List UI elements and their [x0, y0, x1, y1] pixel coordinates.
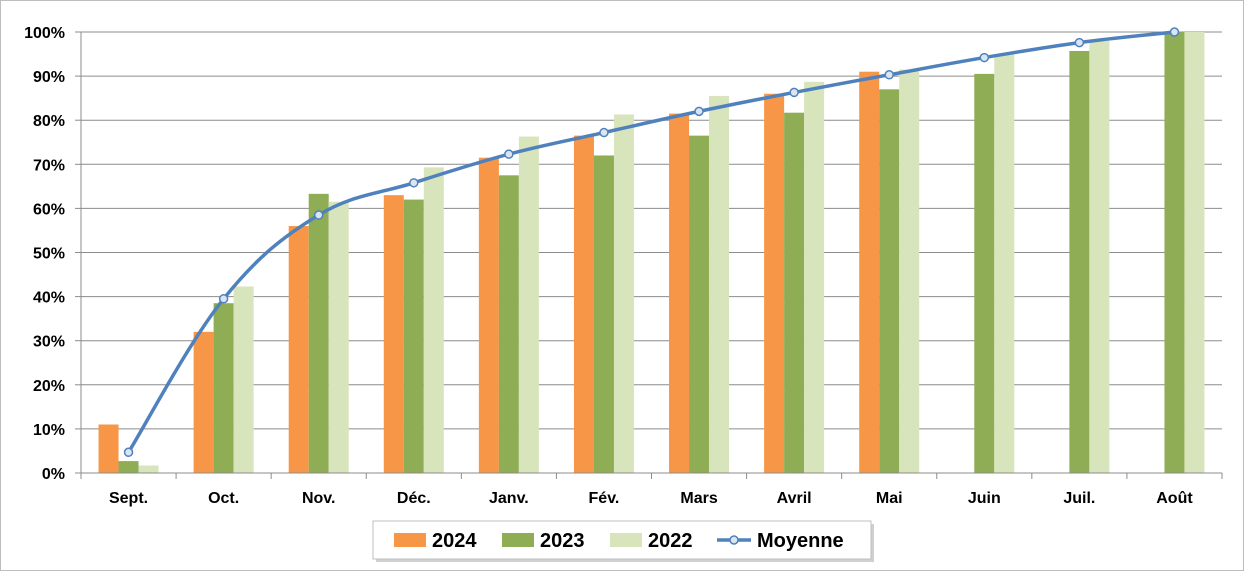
- bar-2024: [573, 135, 594, 473]
- x-tick-label: Sept.: [109, 490, 148, 507]
- bar-2024: [478, 157, 499, 473]
- average-point: [313, 210, 324, 220]
- y-tick-label: 20%: [33, 378, 65, 395]
- y-tick-label: 40%: [33, 290, 65, 307]
- bars: [98, 32, 1205, 474]
- x-tick-label: Déc.: [397, 490, 431, 507]
- bar-2024: [764, 93, 785, 474]
- bar-2023: [689, 135, 710, 473]
- x-tick-label: Oct.: [208, 490, 239, 507]
- average-point: [218, 294, 229, 304]
- average-point: [884, 70, 894, 80]
- axes: 0% 10% 20% 30% 40% 50% 60% 70% 80% 90% 100% Sept. Oc…: [24, 25, 1223, 507]
- gridlines: [81, 31, 1222, 430]
- legend-line-marker: [729, 535, 739, 545]
- bar-2023: [498, 175, 519, 473]
- bar-2023: [1164, 32, 1185, 473]
- average-point: [979, 52, 990, 63]
- bar-2024: [193, 331, 214, 473]
- legend-swatch-2024: [394, 533, 426, 547]
- bar-2023: [879, 89, 900, 473]
- legend: 2024 2023 2022 Moyenne: [372, 520, 874, 562]
- bar-2023: [593, 155, 614, 474]
- bar-2022: [233, 286, 254, 473]
- y-tick-label: 80%: [33, 113, 65, 130]
- x-tick-label: Août: [1156, 490, 1193, 507]
- bar-2023: [1069, 50, 1090, 473]
- x-tick-label: Mars: [680, 490, 717, 507]
- bar-2024: [383, 195, 404, 474]
- x-tick-label: Janv.: [489, 490, 529, 507]
- average-line: [123, 27, 1180, 458]
- x-tick-label: Fév.: [589, 490, 620, 507]
- bar-2022: [613, 114, 634, 473]
- bar-2024: [98, 424, 119, 473]
- bar-2023: [974, 73, 995, 474]
- bar-2023: [118, 461, 139, 473]
- y-tick-label: 90%: [33, 69, 65, 86]
- average-point: [694, 106, 704, 117]
- bar-2022: [138, 465, 159, 473]
- bar-2024: [669, 113, 690, 474]
- bar-2022: [328, 201, 349, 473]
- y-tick-label: 30%: [33, 334, 65, 351]
- x-tick-label: Juin: [968, 490, 1001, 507]
- bar-2022: [804, 81, 825, 473]
- bar-2023: [403, 199, 424, 473]
- bar-2022: [1089, 40, 1110, 473]
- y-tick-label: 10%: [33, 422, 65, 439]
- y-tick-label: 100%: [24, 25, 65, 42]
- y-tick-label: 50%: [33, 246, 65, 263]
- average-point: [599, 127, 609, 138]
- average-point: [1169, 27, 1180, 37]
- average-line-path: [127, 30, 1175, 454]
- x-tick-label: Avril: [777, 490, 812, 507]
- average-point: [504, 149, 514, 159]
- bar-2022: [518, 136, 539, 473]
- legend-swatch-2023: [502, 533, 534, 547]
- average-point: [1074, 37, 1085, 48]
- x-tick-label: Nov.: [302, 490, 335, 507]
- bar-2022: [994, 54, 1015, 474]
- bar-2023: [308, 193, 329, 474]
- x-tick-label: Juil.: [1063, 490, 1095, 507]
- legend-label-2023: 2023: [540, 530, 585, 552]
- average-point: [123, 447, 134, 458]
- bar-2022: [709, 95, 730, 473]
- y-tick-label: 70%: [33, 157, 65, 174]
- legend-swatch-2022: [610, 533, 642, 547]
- legend-label-Moyenne: Moyenne: [757, 530, 844, 552]
- bar-2024: [288, 226, 309, 473]
- bar-2022: [1184, 32, 1205, 473]
- legend-label-2022: 2022: [648, 530, 693, 552]
- bar-2022: [423, 167, 444, 473]
- average-point: [409, 178, 419, 188]
- y-tick-label: 0%: [42, 466, 65, 483]
- legend-label-2024: 2024: [432, 530, 477, 552]
- bar-2023: [784, 112, 805, 473]
- bar-2023: [213, 303, 234, 473]
- x-tick-label: Mai: [876, 490, 903, 507]
- average-point: [789, 87, 799, 98]
- bar-2022: [899, 69, 920, 474]
- bar-2024: [859, 71, 880, 473]
- y-tick-label: 60%: [33, 201, 65, 218]
